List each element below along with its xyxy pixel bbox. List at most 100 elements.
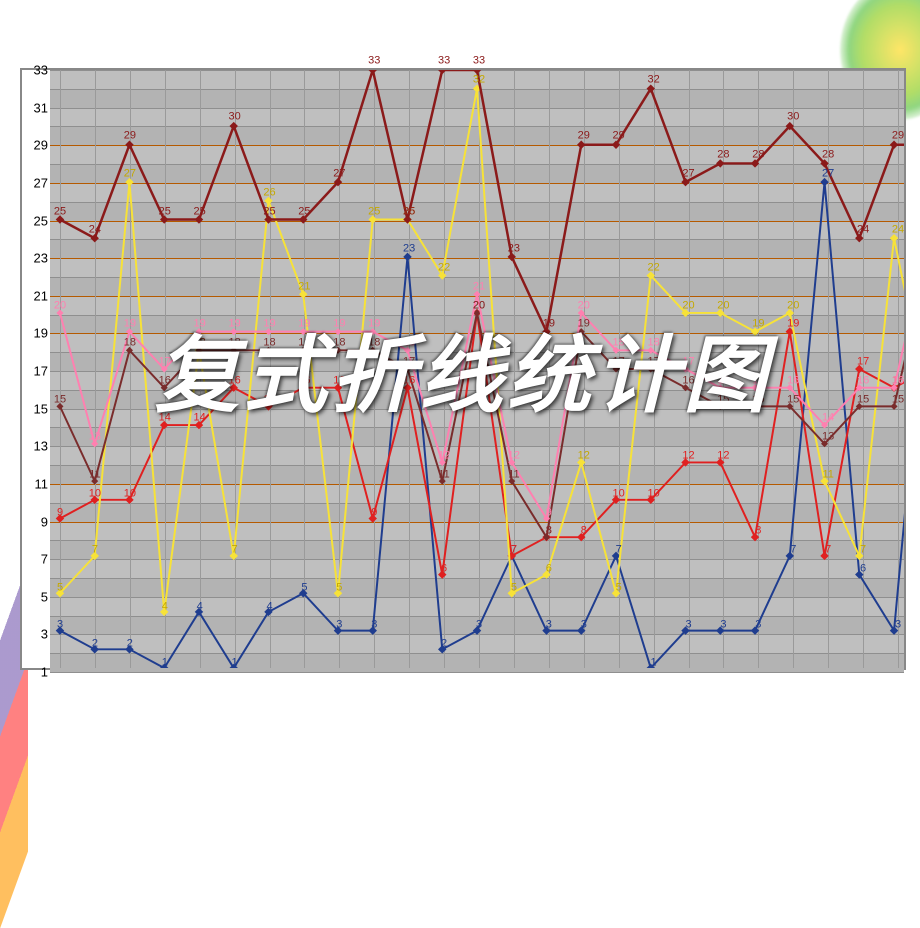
pink-line-label: 19 [124,318,136,330]
red-line-label: 19 [787,318,799,330]
blue-line-label: 3 [755,619,761,631]
dark-red-line-label: 33 [473,54,485,66]
blue-line-label: 7 [616,544,622,556]
yellow-line-label: 20 [787,299,799,311]
yellow-line-label: 5 [57,581,63,593]
dark-red-line-label: 27 [333,167,345,179]
red-line-label: 10 [647,487,659,499]
yellow-line-label: 26 [263,186,275,198]
yellow-line-label: 24 [892,224,904,236]
y-tick-label: 29 [22,138,50,153]
dark-red-line-label: 29 [124,130,136,142]
dark-red-line-label: 25 [403,205,415,217]
yellow-line-label: 12 [578,449,590,461]
blue-line-label: 3 [546,619,552,631]
red-line-label: 8 [755,525,761,537]
blue-line-label: 2 [92,638,98,650]
pink-line-label: 16 [857,374,869,386]
dark-red-line-marker [438,70,446,74]
y-tick-label: 7 [22,552,50,567]
y-tick-label: 31 [22,100,50,115]
y-tick-label: 21 [22,288,50,303]
dark-red-line-label: 30 [787,111,799,123]
y-tick-label: 27 [22,175,50,190]
red-line-label: 7 [511,544,517,556]
dark-red-line-marker [125,141,133,149]
red-line-label: 7 [825,544,831,556]
yellow-line-label: 7 [232,544,238,556]
mid-dark-line-label: 11 [89,468,100,480]
dark-red-line-marker [369,70,377,74]
yellow-line-label: 11 [822,468,833,480]
red-line-label: 12 [682,449,694,461]
pink-line-label: 16 [892,374,904,386]
blue-line-label: 1 [651,656,657,668]
y-tick-label: 23 [22,251,50,266]
blue-line-label: 4 [266,600,272,612]
dark-red-line-marker [229,122,237,130]
dark-red-line-label: 30 [228,111,240,123]
dark-red-line-label: 33 [438,54,450,66]
blue-line-label: 1 [162,656,168,668]
gridline [50,672,904,673]
yellow-line-label: 21 [298,280,310,292]
yellow-line-label: 32 [473,73,485,85]
blue-line-label: 3 [685,619,691,631]
dark-red-line-label: 27 [682,167,694,179]
dark-red-line-label: 28 [717,148,729,160]
pink-line-label: 21 [473,280,485,292]
red-line-label: 10 [124,487,136,499]
yellow-line-label: 7 [92,544,98,556]
mid-dark-line-label: 15 [857,393,869,405]
blue-line-label: 5 [301,581,307,593]
blue-line-label: 3 [476,619,482,631]
red-line-label: 10 [613,487,625,499]
yellow-line-label: 7 [860,544,866,556]
blue-line-label: 1 [232,656,238,668]
y-tick-label: 5 [22,589,50,604]
dark-red-line-marker [577,141,585,149]
y-axis: 13579111315171921232527293133 [22,70,50,668]
yellow-line-label: 5 [336,581,342,593]
mid-dark-line-label: 15 [787,393,799,405]
blue-line-label: 3 [336,619,342,631]
blue-line-label: 23 [403,243,415,255]
yellow-line-label: 5 [616,581,622,593]
yellow-line-label: 22 [438,261,450,273]
dark-red-line-label: 24 [89,224,101,236]
blue-line-label: 3 [371,619,377,631]
red-line-label: 10 [89,487,101,499]
pink-line-label: 13 [89,431,101,443]
chart-title: 复式折线统计图 [155,309,771,430]
y-tick-label: 15 [22,401,50,416]
dark-red-line-label: 29 [892,130,904,142]
yellow-line-label: 22 [647,261,659,273]
y-tick-label: 33 [22,63,50,78]
blue-line-label: 27 [822,167,834,179]
pink-line-label: 12 [508,449,520,461]
blue-line-label: 3 [720,619,726,631]
dark-red-line-marker [890,141,898,149]
red-line-label: 17 [857,355,869,367]
dark-red-line-label: 25 [298,205,310,217]
dark-red-line-label: 25 [159,205,171,217]
dark-red-line-label: 25 [263,205,275,217]
blue-line-label: 3 [895,619,901,631]
pink-line-label: 9 [546,506,552,518]
dark-red-line-label: 25 [54,205,66,217]
pink-line-label: 14 [822,412,834,424]
y-tick-label: 1 [22,665,50,680]
dark-red-line-label: 32 [647,73,659,85]
y-tick-label: 13 [22,439,50,454]
y-tick-label: 19 [22,326,50,341]
yellow-line-label: 5 [511,581,517,593]
blue-line-label: 7 [790,544,796,556]
dark-red-line-label: 28 [752,148,764,160]
yellow-line-label: 4 [162,600,168,612]
pink-line-label: 16 [787,374,799,386]
dark-red-line-label: 29 [613,130,625,142]
dark-red-line-label: 28 [822,148,834,160]
chart-window: 13579111315171921232527293133 3221414533… [20,68,906,670]
mid-dark-line-label: 8 [546,525,552,537]
red-line-label: 8 [581,525,587,537]
